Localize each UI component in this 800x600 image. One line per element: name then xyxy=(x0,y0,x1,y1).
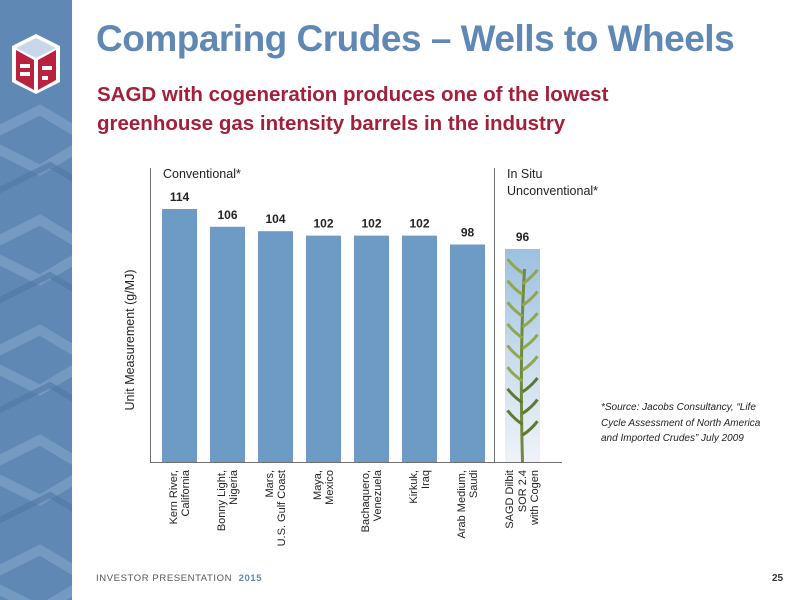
sidebar-pattern xyxy=(0,104,72,600)
bar-1 xyxy=(210,226,245,462)
slide-subtitle: SAGD with cogeneration produces one of t… xyxy=(97,83,609,135)
value-label-5: 102 xyxy=(409,217,429,231)
x-tick-label-5: Kirkuk, Iraq xyxy=(407,470,432,504)
bar-2 xyxy=(258,231,293,462)
group-separator-right xyxy=(494,168,495,462)
bar-6 xyxy=(450,244,485,462)
bar-3 xyxy=(306,235,341,462)
value-label-7: 96 xyxy=(516,230,530,244)
footer-year: 2015 xyxy=(238,573,263,584)
x-tick-label-2: Mars, U.S. Gulf Coast xyxy=(263,470,288,547)
value-label-0: 114 xyxy=(170,190,190,204)
bar-sagd-plant xyxy=(505,248,540,463)
footer-label: INVESTOR PRESENTATION 2015 xyxy=(96,573,262,584)
x-tick-label-1: Bonny Light, Nigeria xyxy=(215,470,240,532)
x-tick-label-6: Arab Medium, Saudi xyxy=(455,470,480,539)
x-tick-label-4: Bachaquero, Venezuela xyxy=(359,470,384,533)
x-tick-label-7: SAGD Dilbit SOR 2.4 with Cogen xyxy=(503,470,541,529)
value-label-2: 104 xyxy=(265,212,285,226)
company-logo xyxy=(12,34,60,94)
source-annotation: *Source: Jacobs Consultancy, “Life Cycle… xyxy=(601,402,761,444)
x-tick-label-3: Maya, Mexico xyxy=(311,470,336,505)
page-number: 25 xyxy=(772,573,784,584)
bar-0 xyxy=(162,209,197,462)
value-label-3: 102 xyxy=(313,217,333,231)
value-label-1: 106 xyxy=(217,208,237,222)
value-label-4: 102 xyxy=(361,217,381,231)
slide-title: Comparing Crudes – Wells to Wheels xyxy=(96,18,735,59)
group-label-conventional: Conventional* xyxy=(163,167,241,181)
group-separator-left xyxy=(150,168,151,462)
bar-5 xyxy=(402,235,437,462)
chart-baseline xyxy=(150,462,562,463)
group-label-in-situ: In Situ Unconventional* xyxy=(507,167,599,198)
bar-4 xyxy=(354,235,389,462)
sidebar-panel xyxy=(0,0,72,600)
value-label-6: 98 xyxy=(461,226,475,240)
x-tick-label-0: Kern River, California xyxy=(167,470,192,525)
footer-text: INVESTOR PRESENTATION xyxy=(96,573,233,584)
